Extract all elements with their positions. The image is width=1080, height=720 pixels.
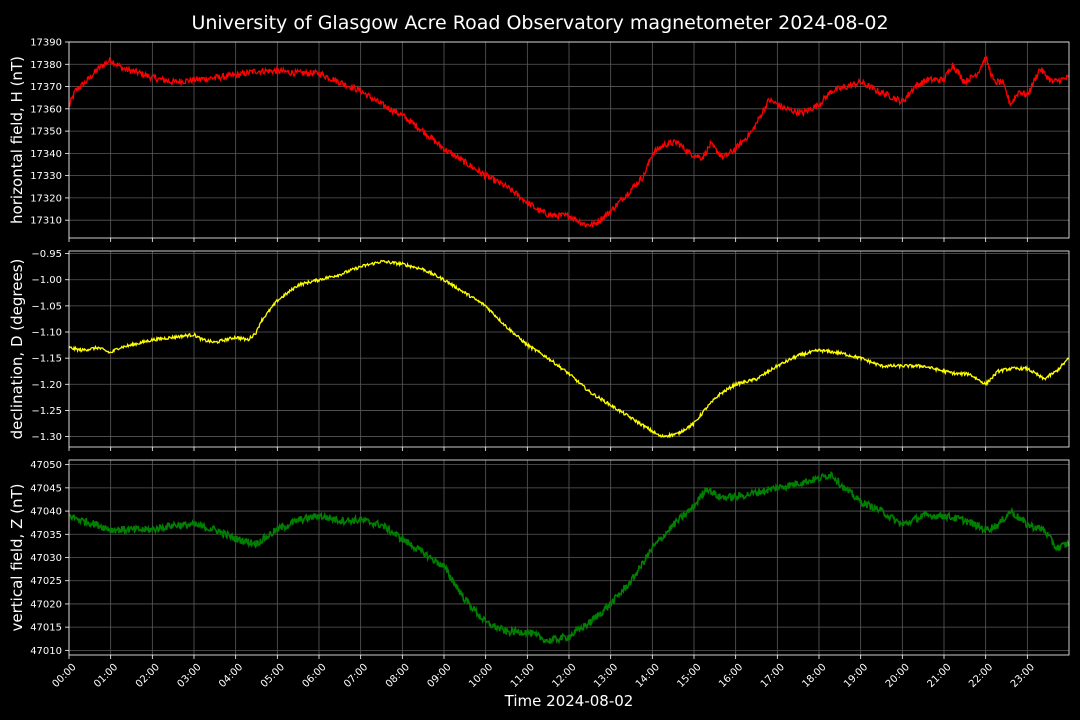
y-tick-label: 47020 [30,599,62,610]
y-tick-label: 17320 [30,193,62,204]
y-tick-label: −1.15 [31,354,62,365]
y-axis-label: vertical field, Z (nT) [8,483,26,631]
x-axis-label: Time 2024-08-02 [504,692,634,710]
y-axis-label: declination, D (degrees) [8,259,26,440]
y-tick-label: 47025 [30,576,62,587]
y-tick-label: 17360 [30,104,62,115]
y-tick-label: 47050 [30,460,62,471]
d-panel: −1.30 −1.25 −1.20 −1.15 −1.10 −1.05 −1.00 −0.95… [8,249,1070,451]
y-axis-label: horizontal field, H (nT) [8,56,26,224]
y-tick-label: 17390 [30,38,62,49]
y-tick-label: 17380 [30,60,62,71]
y-tick-label: 17330 [30,171,62,182]
y-tick-label: 47010 [30,646,62,657]
series-line [68,54,1070,228]
y-tick-label: 17340 [30,149,62,160]
y-tick-label: 47045 [30,483,62,494]
y-tick-label: −1.25 [31,406,62,417]
y-tick-label: −0.95 [31,249,62,260]
y-tick-label: 47030 [30,553,62,564]
y-tick-label: 47015 [30,623,62,634]
chart-title: University of Glasgow Acre Road Observat… [191,12,888,34]
h-panel: 17310 17320 17330 17340 17350 17360 17370 17380… [8,38,1070,242]
y-tick-label: 17350 [30,127,62,138]
series-line [68,259,1070,439]
y-tick-label: −1.00 [31,275,62,286]
z-panel: 47010 47015 47020 47025 47030 47035 47040 47045… [8,459,1070,659]
y-tick-label: 47040 [30,507,62,518]
y-tick-label: −1.05 [31,301,62,312]
series-line [69,471,1070,645]
y-tick-label: −1.30 [31,432,62,443]
y-tick-label: −1.10 [31,328,62,339]
y-tick-label: 17370 [30,82,62,93]
y-tick-label: 47035 [30,530,62,541]
y-tick-label: −1.20 [31,380,62,391]
y-tick-label: 17310 [30,216,62,227]
